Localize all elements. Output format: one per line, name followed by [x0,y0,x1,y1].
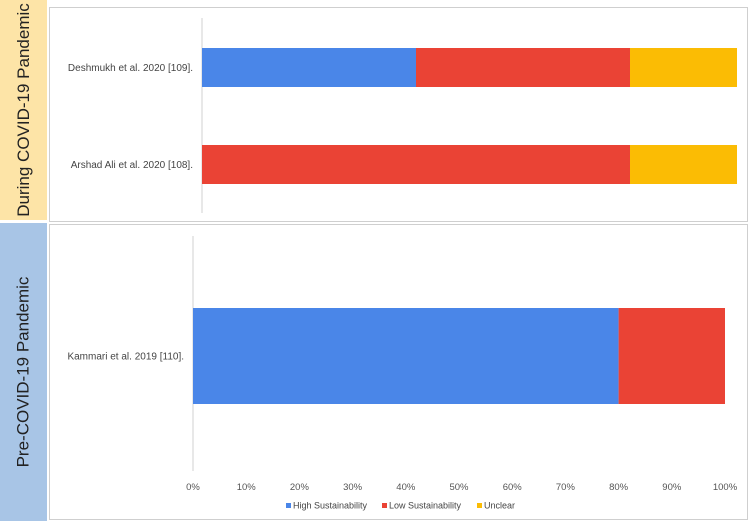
legend-swatch-low-sustainability [382,503,387,508]
x-tick-label: 100% [713,482,738,493]
legend-label-unclear: Unclear [484,501,515,511]
x-tick-label: 0% [186,482,200,493]
legend-label-high-sustainability: High Sustainability [293,501,368,511]
bar-segment-unclear [630,145,737,184]
category-label: Arshad Ali et al. 2020 [108]. [71,160,193,171]
x-tick-label: 90% [662,482,682,493]
legend-swatch-high-sustainability [286,503,291,508]
x-tick-label: 50% [449,482,469,493]
bar-segment-high-sustainability [193,308,619,404]
legend-swatch-unclear [477,503,482,508]
bar-segment-low-sustainability [618,308,725,404]
category-label: Kammari et al. 2019 [110]. [67,352,184,363]
bar-segment-unclear [630,48,737,87]
category-label: Deshmukh et al. 2020 [109]. [68,63,193,74]
x-tick-label: 80% [609,482,629,493]
panel-label-pre-covid: Pre-COVID-19 Pandemic [0,223,47,521]
x-tick-label: 60% [503,482,523,493]
bar-segment-low-sustainability [416,48,630,87]
chart-panel-during-covid [49,7,748,222]
x-tick-label: 20% [290,482,310,493]
bar-segment-high-sustainability [202,48,416,87]
x-tick-label: 10% [237,482,257,493]
legend-label-low-sustainability: Low Sustainability [389,501,462,511]
x-tick-label: 40% [396,482,416,493]
x-tick-label: 30% [343,482,363,493]
x-tick-label: 70% [556,482,576,493]
bar-segment-low-sustainability [202,145,630,184]
panel-label-during-covid: During COVID-19 Pandemic [0,0,47,220]
